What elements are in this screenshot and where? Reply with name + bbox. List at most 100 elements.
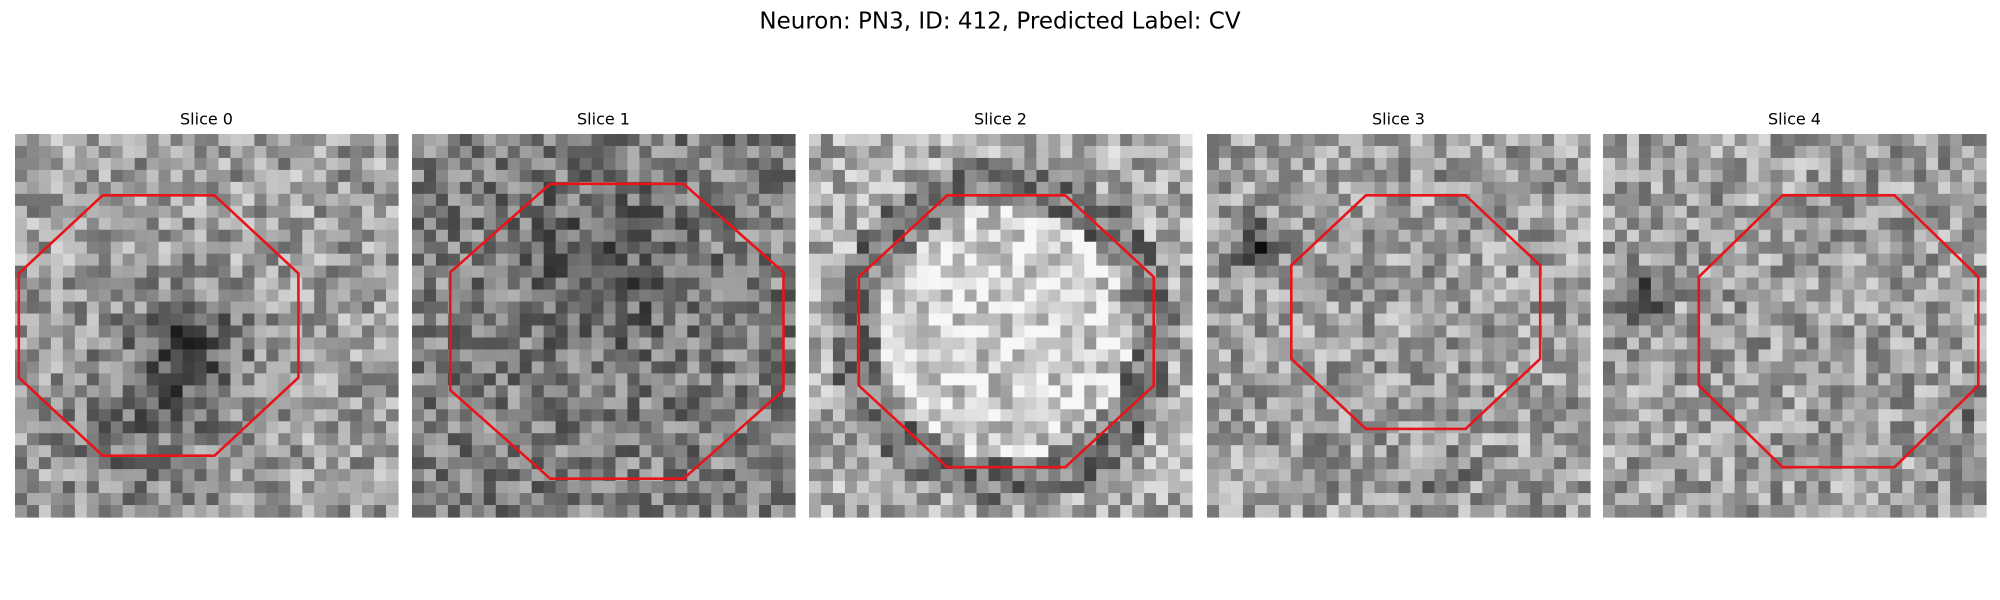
pixel <box>435 493 449 506</box>
pixel <box>86 361 100 374</box>
pixel <box>1734 217 1748 231</box>
pixel <box>928 193 942 207</box>
pixel <box>1374 469 1388 482</box>
pixel <box>1207 433 1220 446</box>
pixel <box>1410 134 1424 147</box>
pixel <box>663 505 676 518</box>
pixel <box>1266 134 1280 147</box>
pixel <box>1048 181 1061 195</box>
pixel <box>1036 169 1049 183</box>
pixel <box>374 193 387 207</box>
pixel <box>459 181 473 195</box>
pixel <box>483 505 497 518</box>
pixel <box>651 421 664 434</box>
pixel <box>386 325 399 339</box>
pixel <box>459 433 473 446</box>
pixel <box>603 193 617 207</box>
pixel <box>952 205 966 219</box>
pixel <box>1168 469 1181 482</box>
pixel <box>350 433 363 446</box>
pixel <box>1398 361 1412 374</box>
pixel <box>1674 134 1688 147</box>
pixel <box>1266 181 1280 195</box>
pixel <box>158 397 172 410</box>
pixel <box>723 457 736 470</box>
pixel <box>1072 349 1085 363</box>
pixel <box>423 349 437 363</box>
pixel <box>1434 253 1447 267</box>
pixel <box>1974 325 1987 339</box>
pixel <box>98 265 112 279</box>
pixel <box>1302 325 1316 339</box>
pixel <box>1782 253 1796 267</box>
pixel <box>639 229 652 243</box>
pixel <box>892 433 906 446</box>
pixel <box>1914 181 1927 195</box>
pixel <box>1278 265 1292 279</box>
pixel <box>603 157 617 171</box>
pixel <box>627 217 641 231</box>
pixel <box>783 373 796 386</box>
pixel <box>1048 217 1061 231</box>
pixel <box>423 469 437 482</box>
pixel <box>278 445 291 458</box>
pixel <box>62 445 76 458</box>
pixel <box>603 134 617 147</box>
pixel <box>1962 409 1975 422</box>
pixel <box>1458 445 1471 458</box>
pixel <box>362 134 375 147</box>
pixel <box>1326 265 1340 279</box>
pixel <box>988 433 1002 446</box>
pixel <box>374 337 387 351</box>
pixel <box>1314 145 1328 159</box>
pixel <box>1458 157 1471 171</box>
pixel <box>1614 385 1628 398</box>
pixel <box>98 289 112 303</box>
pixel <box>1048 361 1061 374</box>
pixel <box>206 217 220 231</box>
pixel <box>675 301 688 315</box>
pixel <box>1686 205 1700 219</box>
pixel <box>1890 361 1903 374</box>
pixel <box>1542 289 1555 303</box>
pixel <box>182 229 196 243</box>
pixel <box>1278 241 1292 255</box>
pixel <box>771 385 784 398</box>
pixel <box>483 205 497 219</box>
pixel <box>1374 493 1388 506</box>
pixel <box>1326 157 1340 171</box>
pixel <box>1012 253 1026 267</box>
pixel <box>1338 181 1352 195</box>
pixel <box>146 229 160 243</box>
pixel <box>1314 313 1328 327</box>
pixel <box>928 169 942 183</box>
pixel <box>952 217 966 231</box>
pixel <box>916 481 930 494</box>
pixel <box>1722 181 1736 195</box>
pixel <box>338 217 351 231</box>
pixel <box>1566 505 1579 518</box>
pixel <box>880 445 894 458</box>
pixel <box>290 409 303 422</box>
pixel <box>1926 409 1939 422</box>
pixel <box>338 361 351 374</box>
pixel <box>1830 181 1843 195</box>
pixel <box>98 481 112 494</box>
pixel <box>1120 313 1133 327</box>
pixel <box>1758 337 1772 351</box>
pixel <box>1662 337 1676 351</box>
pixel <box>38 193 52 207</box>
pixel <box>1410 205 1424 219</box>
pixel <box>1770 241 1784 255</box>
pixel <box>651 361 664 374</box>
pixel <box>471 457 485 470</box>
pixel <box>603 205 617 219</box>
pixel <box>1710 409 1724 422</box>
pixel <box>1626 457 1640 470</box>
pixel <box>1518 217 1531 231</box>
pixel <box>1554 493 1567 506</box>
pixel <box>1168 349 1181 363</box>
pixel <box>338 493 351 506</box>
pixel <box>627 361 641 374</box>
pixel <box>844 433 858 446</box>
